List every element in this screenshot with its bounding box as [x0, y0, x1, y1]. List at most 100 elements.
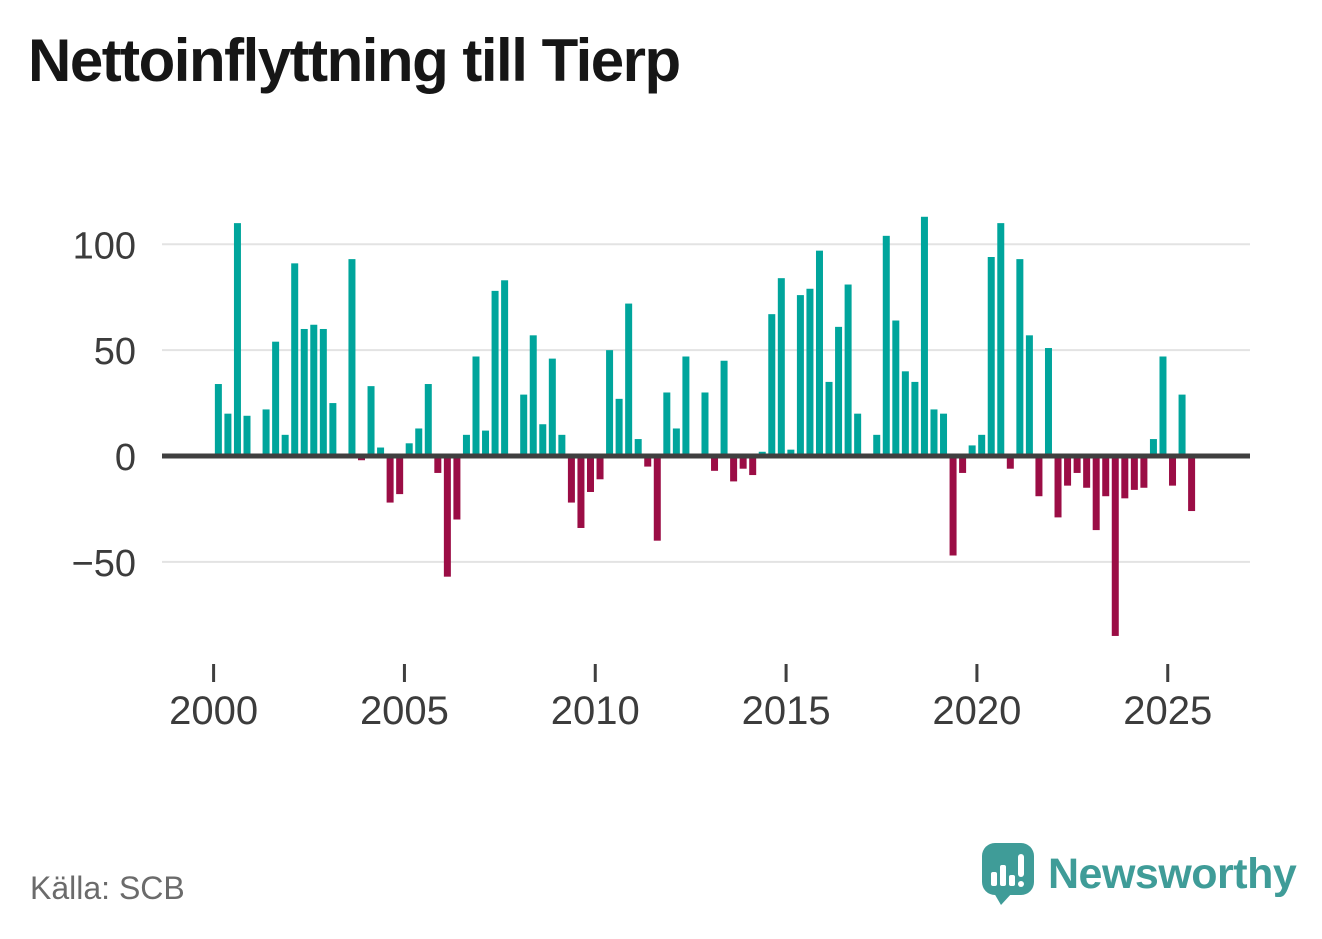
bar-2000Q4 [243, 415, 251, 456]
y-tick-label: 0 [115, 437, 136, 479]
bar-2016Q2 [835, 326, 843, 456]
bar-2018Q1 [901, 371, 909, 456]
bar-2007Q1 [482, 430, 490, 456]
bar-2023Q2 [1102, 456, 1110, 497]
y-tick-label: 50 [94, 331, 136, 373]
bar-2022Q1 [1054, 456, 1062, 518]
bar-2019Q2 [949, 456, 957, 556]
bar-2009Q1 [558, 434, 566, 456]
bar-2001Q4 [281, 434, 289, 456]
bar-2023Q3 [1111, 456, 1119, 636]
bar-2002Q4 [319, 328, 327, 456]
chart-title: Nettoinflyttning till Tierp [28, 27, 681, 94]
x-tick-label: 2010 [551, 689, 640, 733]
bar-2022Q2 [1064, 456, 1072, 486]
bar-2024Q4 [1159, 356, 1167, 456]
x-tick-label: 2025 [1123, 689, 1212, 733]
bar-2012Q1 [672, 428, 680, 456]
x-tick-label: 2015 [742, 689, 831, 733]
y-tick-label: 100 [73, 225, 136, 267]
bar-2003Q3 [348, 259, 356, 456]
bar-2021Q4 [1044, 348, 1052, 456]
bar-2005Q3 [424, 384, 432, 456]
bar-2015Q2 [796, 295, 804, 456]
bar-2003Q1 [329, 403, 337, 456]
bar-2020Q4 [1006, 456, 1014, 469]
bar-2000Q3 [233, 223, 241, 456]
bar-2014Q3 [768, 314, 776, 456]
bar-2018Q4 [930, 409, 938, 456]
bar-2009Q3 [577, 456, 585, 528]
bar-2019Q4 [968, 445, 976, 456]
bar-2006Q4 [472, 356, 480, 456]
bar-2014Q1 [749, 456, 757, 476]
bar-2020Q2 [987, 257, 995, 456]
bar-2015Q4 [815, 250, 823, 456]
bar-2010Q4 [625, 303, 633, 456]
bar-2008Q4 [548, 358, 556, 456]
bar-2015Q1 [787, 449, 795, 456]
bar-2011Q3 [653, 456, 661, 541]
y-tick-label: −50 [72, 543, 136, 585]
bar-2025Q2 [1178, 394, 1186, 456]
bar-2008Q3 [539, 424, 547, 456]
bar-2017Q3 [882, 235, 890, 456]
bar-2006Q1 [443, 456, 451, 577]
bar-2017Q4 [892, 320, 900, 456]
bar-2002Q3 [310, 324, 318, 456]
bar-2011Q4 [663, 392, 671, 456]
bar-2004Q2 [377, 447, 385, 456]
bar-2023Q4 [1121, 456, 1129, 499]
bar-2005Q1 [405, 443, 413, 456]
bar-2005Q4 [434, 456, 442, 473]
bar-2006Q3 [462, 434, 470, 456]
bar-2012Q2 [682, 356, 690, 456]
bar-2001Q2 [262, 409, 270, 456]
newsworthy-bubble-icon [982, 843, 1034, 905]
bar-2005Q2 [415, 428, 423, 456]
bar-2025Q1 [1169, 456, 1177, 486]
bar-2013Q1 [711, 456, 719, 471]
bar-2004Q3 [386, 456, 394, 503]
x-tick-label: 2005 [360, 689, 449, 733]
bar-2024Q3 [1149, 439, 1157, 456]
bar-2018Q2 [911, 381, 919, 456]
bar-2000Q2 [224, 413, 232, 456]
bar-2016Q4 [854, 413, 862, 456]
bar-2000Q1 [214, 384, 222, 456]
bar-2002Q1 [291, 263, 299, 456]
bar-2021Q2 [1025, 335, 1033, 456]
bar-2009Q4 [586, 456, 594, 492]
bar-2019Q1 [940, 413, 948, 456]
bar-2022Q3 [1073, 456, 1081, 473]
bar-2024Q2 [1140, 456, 1148, 488]
bar-2009Q2 [567, 456, 575, 503]
bar-2025Q3 [1188, 456, 1196, 512]
bar-2010Q2 [606, 350, 614, 456]
bar-2016Q1 [825, 381, 833, 456]
source-label: Källa: SCB [30, 870, 185, 906]
bar-2014Q4 [777, 278, 785, 456]
bar-2006Q2 [453, 456, 461, 520]
x-tick-label: 2000 [169, 689, 258, 733]
bar-2021Q1 [1016, 259, 1024, 456]
newsworthy-wordmark: Newsworthy [1048, 849, 1297, 898]
bar-2010Q1 [596, 456, 604, 480]
bar-2012Q4 [701, 392, 709, 456]
bar-2016Q3 [844, 284, 852, 456]
bar-2013Q2 [720, 360, 728, 456]
bar-2013Q3 [730, 456, 738, 482]
bar-2023Q1 [1092, 456, 1100, 531]
bar-2008Q2 [529, 335, 537, 456]
bar-2021Q3 [1035, 456, 1043, 497]
bar-2007Q3 [501, 280, 509, 456]
bar-2015Q3 [806, 288, 814, 456]
bar-2017Q2 [873, 434, 881, 456]
bar-2018Q3 [920, 216, 928, 456]
bar-2008Q1 [520, 394, 528, 456]
bar-2004Q1 [367, 386, 375, 456]
bar-2007Q2 [491, 290, 499, 456]
bar-2001Q3 [272, 341, 280, 456]
